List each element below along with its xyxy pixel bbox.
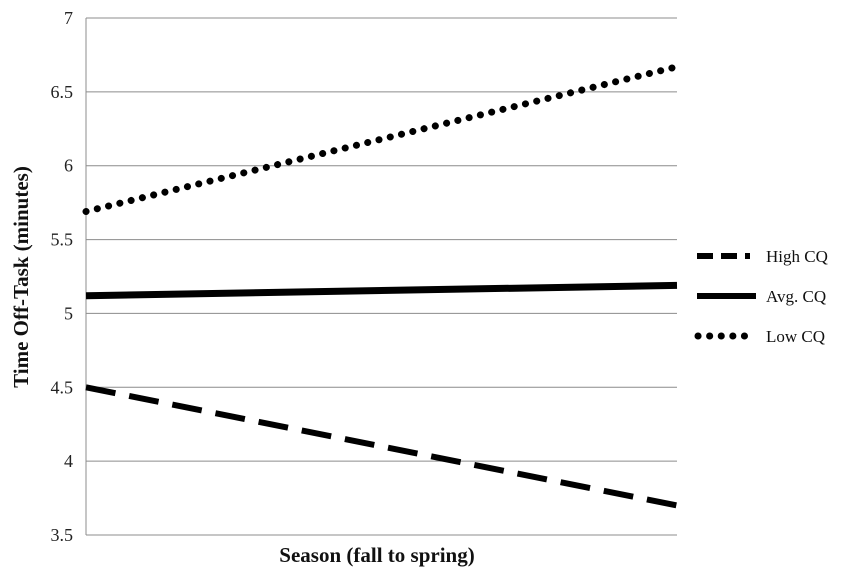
legend-item-high-cq: High CQ <box>697 247 828 266</box>
series-lines <box>82 63 681 509</box>
gridlines <box>86 17 677 462</box>
series-line-low-cq <box>82 63 681 216</box>
y-tick-label: 4 <box>64 451 73 471</box>
y-tick-label: 4.5 <box>51 377 74 397</box>
legend-item-avg-cq: Avg. CQ <box>697 287 826 306</box>
legend-item-low-cq: Low CQ <box>694 327 825 346</box>
y-tick-label: 6 <box>64 156 73 176</box>
y-tick-label: 5.5 <box>51 230 74 250</box>
y-tick-label: 7 <box>64 8 73 28</box>
legend: High CQ Avg. CQ Low CQ <box>694 247 828 346</box>
y-tick-labels: 3.5 4 4.5 5 5.5 6 6.5 7 <box>51 8 74 545</box>
series-line-avg-cq <box>85 281 678 300</box>
y-tick-label: 3.5 <box>51 525 74 545</box>
series-line-high-cq <box>85 384 678 509</box>
legend-label-high-cq: High CQ <box>766 247 828 266</box>
y-axis-title: Time Off-Task (minutes) <box>9 166 33 388</box>
y-tick-label: 6.5 <box>51 82 74 102</box>
legend-label-low-cq: Low CQ <box>766 327 825 346</box>
y-tick-label: 5 <box>64 303 73 323</box>
legend-label-avg-cq: Avg. CQ <box>766 287 826 306</box>
axes <box>85 18 677 536</box>
x-axis-title: Season (fall to spring) <box>279 543 474 567</box>
